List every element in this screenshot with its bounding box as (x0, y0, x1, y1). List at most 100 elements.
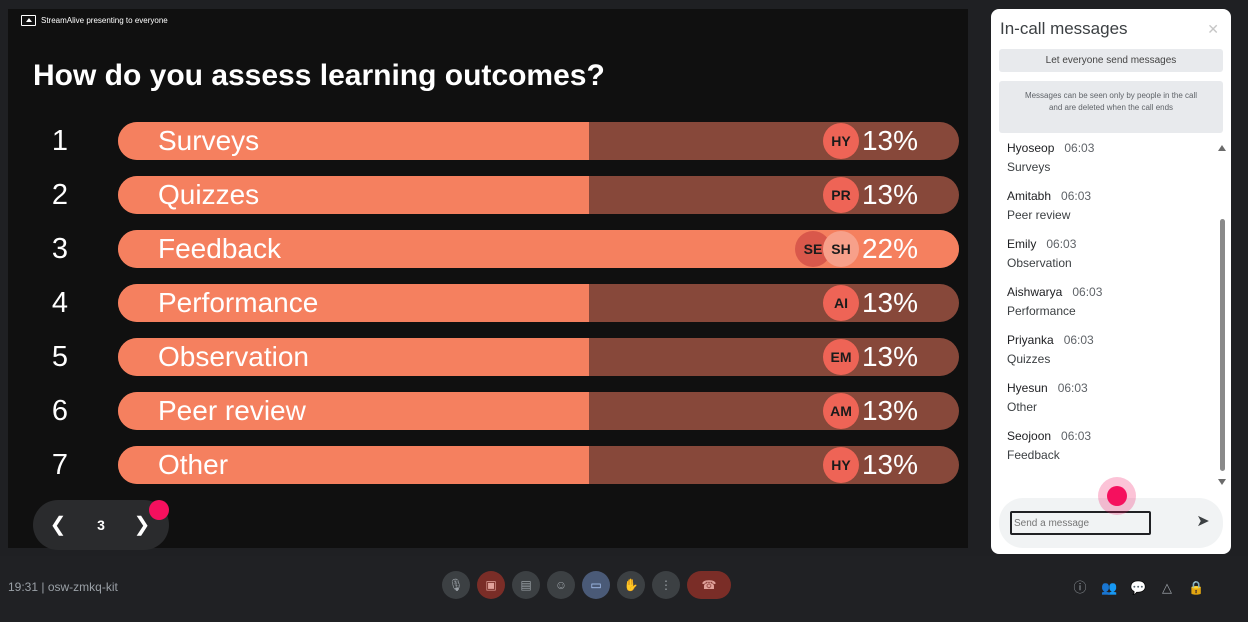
meeting-info: 19:31 | osw-zmkq-kit (8, 580, 118, 594)
message-text: Observation (1007, 256, 1072, 270)
poll-option-row: 4 Performance 13% AI (8, 284, 968, 322)
chat-panel: In-call messages ✕ Let everyone send mes… (991, 9, 1231, 554)
chat-message: Hyesun 06:03 Other (1007, 379, 1207, 414)
message-time: 06:03 (1061, 189, 1092, 203)
chat-message: Aishwarya 06:03 Performance (1007, 283, 1207, 318)
option-bar-fill (118, 122, 589, 160)
chat-message: Hyoseop 06:03 Surveys (1007, 139, 1207, 174)
scroll-down-icon[interactable] (1218, 479, 1226, 485)
option-percent: 13% (861, 125, 918, 156)
option-percent: 13% (861, 449, 918, 480)
option-label: Peer review (158, 395, 306, 426)
message-text: Other (1007, 400, 1038, 414)
message-text: Feedback (1007, 448, 1060, 462)
option-percent: 22% (861, 233, 918, 264)
option-label: Feedback (158, 233, 281, 264)
close-icon[interactable]: ✕ (1207, 21, 1219, 37)
option-bar-fill (118, 392, 589, 430)
message-text: Performance (1007, 304, 1076, 318)
message-sender: Emily (1007, 237, 1037, 251)
poll-option-row: 7 Other 13% HY (8, 446, 968, 484)
voter-avatar: HY (823, 447, 859, 483)
end-call-button[interactable]: ☎ (687, 571, 731, 599)
message-sender: Priyanka (1007, 333, 1054, 347)
message-time: 06:03 (1046, 237, 1077, 251)
send-icon[interactable]: ➤ (1196, 513, 1210, 530)
option-bar-fill (118, 176, 589, 214)
poll-option-row: 5 Observation 13% EM (8, 338, 968, 376)
message-sender: Hyoseop (1007, 141, 1055, 155)
slide-navigation: ❮ 3 ❯ (33, 500, 169, 550)
message-input[interactable] (1010, 511, 1151, 535)
chevron-right-icon[interactable]: ❯ (133, 514, 151, 536)
voter-avatar: AM (823, 393, 859, 429)
captions-button[interactable]: ▤ (512, 571, 540, 599)
option-bar (118, 284, 959, 322)
voter-avatar: PR (823, 177, 859, 213)
voter-avatar: HY (823, 123, 859, 159)
activities-button[interactable]: △ (1162, 580, 1172, 595)
message-composer: ➤ (999, 498, 1223, 548)
presentation-stage: StreamAlive presenting to everyone How d… (8, 9, 968, 548)
poll-option-row: 1 Surveys 13% HY (8, 122, 968, 160)
chat-panel-title: In-call messages (1000, 19, 1128, 38)
message-sender: Aishwarya (1007, 285, 1063, 299)
option-label: Surveys (158, 125, 260, 156)
message-sender: Amitabh (1007, 189, 1052, 203)
scroll-up-icon[interactable] (1218, 145, 1226, 151)
option-bar (118, 392, 959, 430)
more-options-button[interactable]: ⋮ (652, 571, 680, 599)
message-time: 06:03 (1057, 381, 1088, 395)
chat-button[interactable]: 💬 (1130, 580, 1147, 595)
message-time: 06:03 (1061, 429, 1092, 443)
option-bar (118, 176, 959, 214)
people-button[interactable]: 👥 (1101, 580, 1118, 595)
poll-option-row: 6 Peer review 13% AM (8, 392, 968, 430)
message-time: 06:03 (1064, 141, 1095, 155)
option-bar-fill (118, 446, 589, 484)
message-text: Peer review (1007, 208, 1071, 222)
reactions-button[interactable]: ☺ (547, 571, 575, 599)
raise-hand-button[interactable]: ✋ (617, 571, 645, 599)
option-percent: 13% (861, 287, 918, 318)
voter-avatar: EM (823, 339, 859, 375)
option-percent: 13% (861, 395, 918, 426)
slide-page-number: 3 (97, 517, 105, 533)
camera-off-button[interactable]: ▣ (477, 571, 505, 599)
option-bar (118, 446, 959, 484)
voter-avatar: SH (823, 231, 859, 267)
mic-button[interactable]: 🎙 (442, 571, 470, 599)
scrollbar-thumb[interactable] (1220, 219, 1225, 471)
chat-message: Seojoon 06:03 Feedback (1007, 427, 1207, 462)
poll-question: How do you assess learning outcomes? (33, 59, 605, 92)
meeting-toolbar: 19:31 | osw-zmkq-kit 🎙 ▣ ▤ ☺ ▭ ✋ ⋮ ☎ ⓘ 👥 💬 △ 🔒 (0, 556, 1248, 622)
let-everyone-send-toggle[interactable]: Let everyone send messages (999, 49, 1223, 72)
poll-option-row: 2 Quizzes 13% PR (8, 176, 968, 214)
message-sender: Hyesun (1007, 381, 1048, 395)
message-sender: Seojoon (1007, 429, 1052, 443)
presenting-banner: StreamAlive presenting to everyone (21, 15, 168, 26)
option-label: Observation (158, 341, 309, 372)
call-controls: 🎙 ▣ ▤ ☺ ▭ ✋ ⋮ ☎ (442, 571, 731, 603)
option-number: 2 (51, 179, 69, 211)
option-label: Quizzes (158, 179, 260, 210)
chat-message: Amitabh 06:03 Peer review (1007, 187, 1207, 222)
side-controls: ⓘ 👥 💬 △ 🔒 (1072, 580, 1204, 596)
host-controls-button[interactable]: 🔒 (1188, 580, 1205, 595)
option-number: 4 (51, 287, 69, 319)
option-label: Performance (158, 287, 319, 318)
option-bar (118, 338, 959, 376)
chevron-left-icon[interactable]: ❮ (49, 514, 67, 536)
option-percent: 13% (861, 341, 918, 372)
option-label: Other (158, 449, 229, 480)
click-indicator (1098, 477, 1136, 515)
message-text: Quizzes (1007, 352, 1051, 366)
chat-message: Emily 06:03 Observation (1007, 235, 1207, 270)
chat-message: Priyanka 06:03 Quizzes (1007, 331, 1207, 366)
message-text: Surveys (1007, 160, 1051, 174)
chat-privacy-note: Messages can be seen only by people in t… (999, 81, 1223, 133)
present-button[interactable]: ▭ (582, 571, 610, 599)
voter-avatar: AI (823, 285, 859, 321)
option-number: 5 (51, 341, 69, 373)
info-button[interactable]: ⓘ (1073, 580, 1087, 595)
